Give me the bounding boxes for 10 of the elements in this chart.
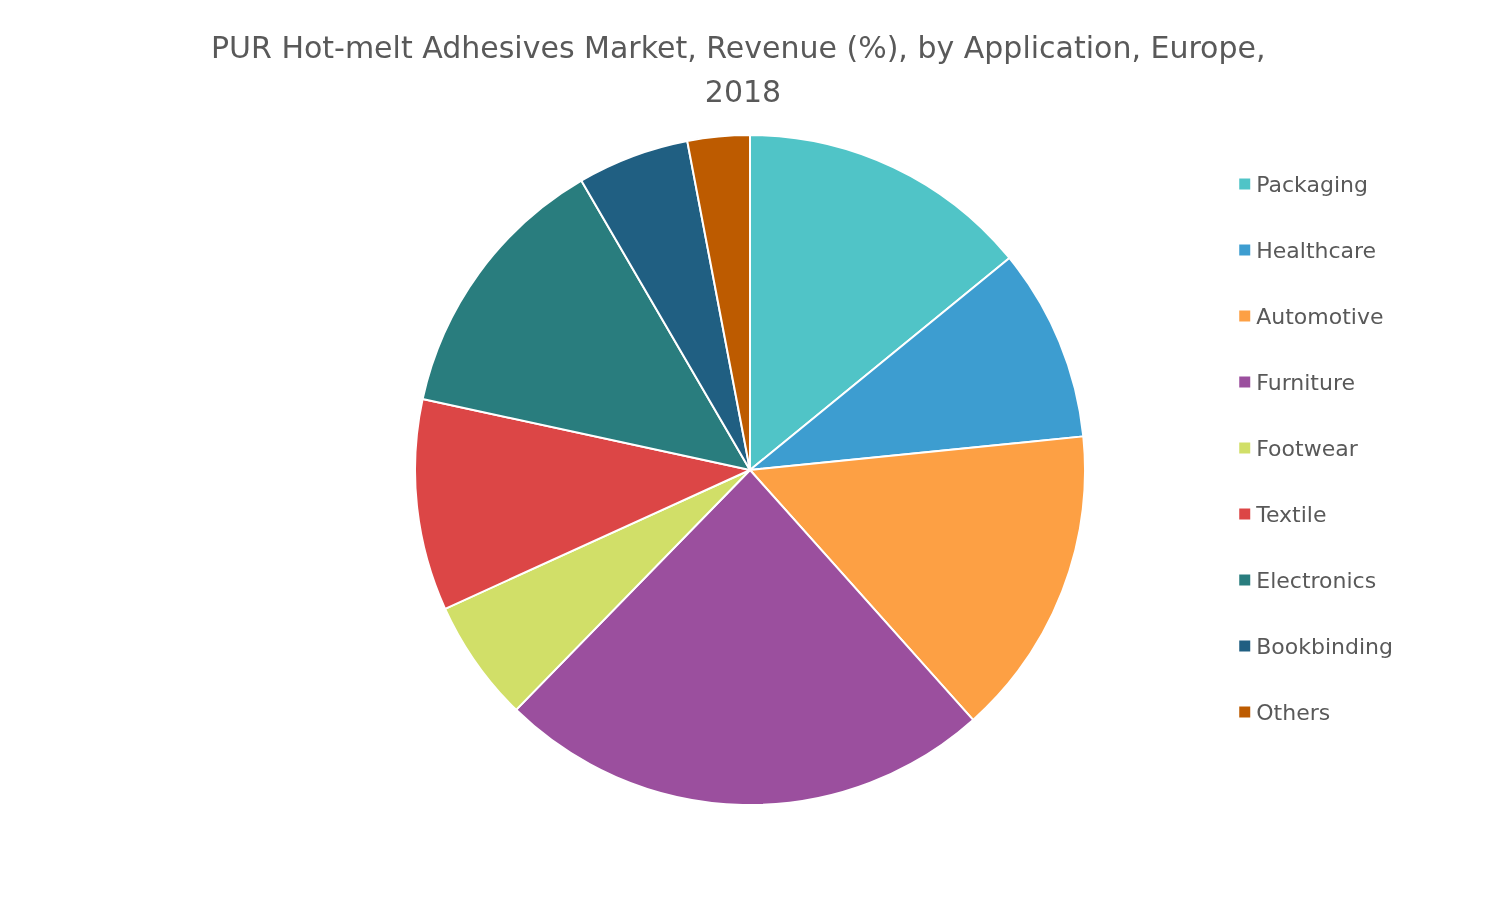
legend-label: Packaging xyxy=(1256,171,1368,197)
legend-label: Healthcare xyxy=(1256,237,1377,263)
legend-label: Automotive xyxy=(1256,303,1384,329)
chart-title: PUR Hot-melt Adhesives Market, Revenue (%), by Application, Europe, 2018 xyxy=(210,29,1276,109)
legend-label: Electronics xyxy=(1256,567,1377,593)
legend-label: Footwear xyxy=(1256,435,1359,461)
legend-label: Bookbinding xyxy=(1256,633,1394,659)
legend-label: Furniture xyxy=(1256,369,1356,395)
legend-label: Textile xyxy=(1255,501,1327,527)
legend-label: Others xyxy=(1256,699,1331,725)
